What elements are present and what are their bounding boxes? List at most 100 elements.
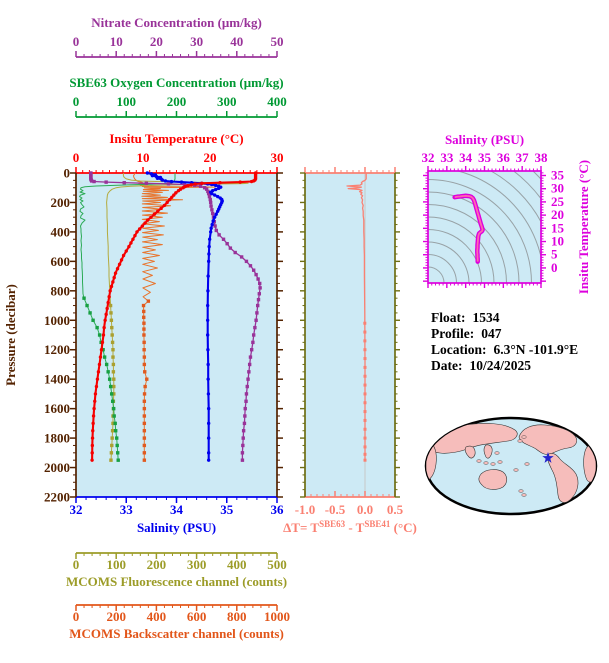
nitrate-profile-marker [246,377,250,381]
salinity-profile-marker [206,406,211,411]
temperature-profile-marker [186,183,190,188]
delta-t-profile-marker [363,410,367,414]
fluorescence-axis-tick-label: 200 [147,557,167,572]
nitrate-axis-tick-label: 20 [150,34,163,49]
backscatter-profile-marker [142,458,147,462]
nitrate-profile-marker [256,297,261,302]
float-info-line: Location: 6.3°N -101.9°E [431,342,578,358]
oxygen-profile-marker [115,436,119,440]
salinity-axis-tick-label: 33 [120,502,134,517]
temperature-profile-marker [113,271,118,275]
backscatter-profile-marker [142,321,146,325]
fluorescence-profile-marker [109,458,113,462]
nitrate-profile-marker [258,286,262,290]
nitrate-profile-marker [144,181,149,186]
temperature-profile-marker [135,230,139,234]
float-info-line: Date: 10/24/2025 [431,358,578,374]
temperature-axis-tick-label: 10 [137,150,150,165]
nitrate-profile-marker [208,200,213,205]
fluorescence-axis-tick-label: 100 [106,557,126,572]
temperature-profile-marker [105,306,109,311]
delta-t-profile-marker [363,357,367,361]
ts-temperature-tick-label: 20 [551,207,564,222]
delta-t-profile-marker [363,401,367,405]
temperature-profile-marker [172,193,176,197]
fluorescence-profile-marker [111,362,116,367]
nitrate-profile-marker [253,325,257,330]
salinity-profile-marker [145,171,150,175]
float-info: Float: 1534 Profile: 047 Location: 6.3°N -1… [431,310,578,374]
ts-salinity-tick-label: 37 [516,150,530,165]
oxygen-profile-marker [106,370,110,374]
temperature-profile-marker [124,249,128,253]
temperature-axis-tick-label: 0 [73,150,80,165]
temperature-profile-marker [119,258,124,262]
salinity-profile-marker [206,421,211,426]
oxygen-profile-marker [107,377,112,381]
salinity-profile-marker [207,244,211,249]
salinity-profile-marker [207,237,212,241]
temperature-profile-marker [97,362,102,367]
pressure-axis-title: Pressure (decibar) [3,284,18,386]
salinity-profile-marker [213,183,218,188]
salinity-profile-marker [206,274,210,278]
backscatter-profile-marker [142,429,147,433]
backscatter-axis-tick-label: 200 [106,609,126,624]
nitrate-profile-marker [249,348,254,352]
salinity-profile-marker [205,333,210,337]
ts-temperature-title: Insitu Temperature (°C) [576,160,591,294]
salinity-axis-title: Salinity (PSU) [137,520,216,535]
delta-t-profile-marker [363,348,367,352]
date-value: 10/24/2025 [469,358,531,373]
backscatter-profile-marker [142,414,147,418]
salinity-profile-marker [206,451,211,455]
nitrate-profile-marker [255,311,259,315]
nitrate-profile-marker [208,197,212,202]
backscatter-profile-line [133,172,216,461]
ts-temperature-tick-label: 35 [551,167,565,182]
delta-t-profile-marker [363,365,367,369]
backscatter-axis-tick-label: 0 [73,609,80,624]
ts-salinity-title: Salinity (PSU) [445,132,524,147]
salinity-profile-marker [206,377,210,381]
temperature-profile-marker [106,300,110,305]
oxygen-profile-marker [115,443,119,448]
pressure-tick-label: 600 [51,254,71,269]
oxygen-profile-marker [111,406,116,411]
pressure-tick-label: 800 [51,283,71,298]
nitrate-profile-marker [241,429,246,433]
temperature-profile-marker [94,384,99,389]
temperature-profile-marker [165,200,169,205]
salinity-profile-marker [155,176,160,181]
pressure-tick-label: 200 [51,195,71,210]
float-location-star-marker [542,452,554,463]
nitrate-profile-marker [207,194,212,199]
delta-tick-label: 0.0 [357,502,373,517]
salinity-axis-tick-label: 35 [220,502,234,517]
nitrate-profile-marker [243,414,247,418]
salinity-profile-marker [209,191,214,196]
nitrate-profile-marker [89,179,94,183]
nitrate-profile-marker [209,204,213,208]
temperature-profile-marker [95,377,100,381]
delta-t-profile-marker [363,436,367,440]
salinity-axis-tick-label: 32 [70,502,83,517]
salinity-profile-marker [212,193,217,197]
nitrate-profile-marker [228,246,233,250]
fluorescence-profile-marker [108,303,113,308]
backscatter-profile-marker [142,327,146,331]
backscatter-profile-marker [142,309,146,314]
nitrate-axis-tick-label: 30 [190,34,203,49]
ts-temperature-tick-label: 15 [551,220,565,235]
fluorescence-profile-marker [110,443,114,448]
nitrate-axis-title: Nitrate Concentration (μm/kg) [91,15,262,30]
salinity-profile-marker [206,436,211,440]
backscatter-profile-marker [142,406,147,411]
delta-t-profile-marker [363,330,367,334]
oxygen-profile-marker [88,311,92,315]
fluorescence-axis: 0 100 200 300 400 500 MCOMS Fluorescence chann… [66,552,287,589]
delta-t-profile-marker [363,374,367,378]
temperature-profile-marker [162,203,167,208]
